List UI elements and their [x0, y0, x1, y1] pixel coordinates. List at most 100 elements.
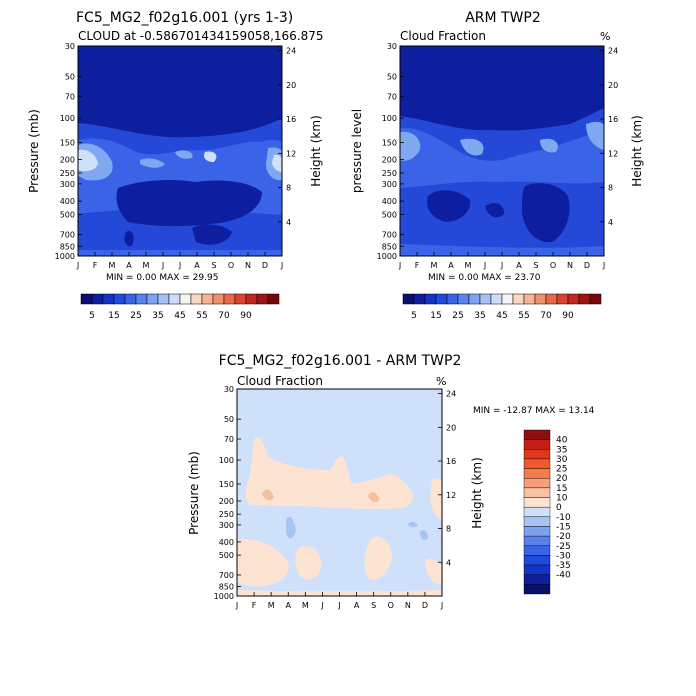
colorbar-label: 35 — [556, 445, 567, 455]
y-tick-label: 100 — [60, 114, 75, 123]
colorbar-swatch — [523, 506, 551, 518]
colorbar-swatch — [446, 293, 459, 305]
y-tick-label: 30 — [387, 42, 397, 51]
colorbar-swatch — [534, 293, 547, 305]
y2-tick-label: 24 — [608, 47, 618, 56]
colorbar-swatch — [523, 429, 551, 440]
x-tick-label: J — [440, 601, 443, 610]
x-tick-label: F — [415, 261, 420, 270]
contour-band — [460, 138, 484, 156]
colorbar-label: 15 — [556, 484, 567, 494]
colorbar-swatch — [523, 478, 551, 489]
y-tick-label: 700 — [382, 231, 397, 240]
colorbar-swatch — [157, 293, 170, 305]
contour-band — [400, 126, 604, 188]
colorbar-swatch — [523, 497, 551, 508]
y2-tick-label: 24 — [286, 47, 296, 56]
colorbar-label: 90 — [562, 311, 574, 321]
colorbar-label: 25 — [130, 311, 141, 321]
y-tick-label: 400 — [219, 538, 234, 547]
y-tick-label: 700 — [219, 571, 234, 580]
colorbar-swatch — [91, 293, 104, 305]
colorbar-label: 30 — [556, 455, 568, 465]
y-tick-label: 500 — [60, 210, 75, 219]
panel-diff-units: % — [436, 375, 446, 388]
colorbar-swatch — [523, 458, 551, 469]
colorbar-swatch — [589, 293, 602, 305]
colorbar-swatch — [80, 293, 93, 305]
y2-tick-label: 12 — [286, 149, 296, 158]
panel-obs-stats: MIN = 0.00 MAX = 23.70 — [428, 273, 541, 283]
x-tick-label: A — [448, 261, 454, 270]
x-tick-label: J — [398, 261, 401, 270]
colorbar-label: 5 — [89, 311, 95, 321]
colorbar-label: 90 — [240, 311, 252, 321]
x-tick-label: F — [93, 261, 98, 270]
colorbar-swatch — [468, 293, 481, 305]
colorbar-swatch — [102, 293, 115, 305]
y2-tick-label: 4 — [608, 218, 613, 227]
y-tick-label: 850 — [219, 582, 234, 591]
y-tick-label: 70 — [224, 435, 234, 444]
x-tick-label: J — [280, 261, 283, 270]
colorbar-label: 20 — [556, 474, 568, 484]
y-tick-label: 1000 — [55, 252, 75, 261]
y-tick-label: 400 — [60, 197, 75, 206]
panel-obs-ylabel-right: Height (km) — [630, 115, 644, 186]
colorbar-label: 15 — [108, 311, 119, 321]
y-tick-label: 100 — [382, 114, 397, 123]
x-tick-label: D — [584, 261, 590, 270]
contour-band — [586, 121, 604, 150]
y-tick-label: 300 — [60, 180, 75, 189]
panel-obs-units: % — [600, 30, 610, 43]
colorbar-label: 70 — [540, 311, 552, 321]
y-tick-label: 850 — [382, 242, 397, 251]
colorbar-label: 10 — [556, 494, 568, 504]
x-tick-label: S — [211, 261, 216, 270]
y2-tick-label: 8 — [446, 525, 451, 534]
colorbar-swatch — [124, 293, 137, 305]
y-tick-label: 250 — [219, 510, 234, 519]
colorbar-label: 40 — [556, 436, 568, 446]
x-tick-label: M — [268, 601, 275, 610]
colorbar-label: 5 — [411, 311, 417, 321]
contour-band — [192, 224, 232, 245]
y-tick-label: 70 — [65, 93, 75, 102]
panel-model-ylabel-right: Height (km) — [309, 115, 323, 186]
y-tick-label: 150 — [219, 480, 234, 489]
colorbar-swatch — [578, 293, 591, 305]
panel-obs-ylabel-left: pressure level — [350, 109, 364, 193]
panel-diff-ylabel-left: Pressure (mb) — [187, 451, 201, 535]
colorbar-swatch — [523, 439, 551, 450]
y-tick-label: 50 — [224, 415, 234, 424]
colorbar-label: 35 — [152, 311, 163, 321]
x-tick-label: J — [76, 261, 79, 270]
contour-band — [116, 180, 262, 227]
panel-diff-ylabel-right: Height (km) — [470, 457, 484, 528]
colorbar-swatch — [402, 293, 415, 305]
colorbar-swatch — [479, 293, 492, 305]
x-tick-label: S — [371, 601, 376, 610]
x-tick-label: O — [388, 601, 394, 610]
x-tick-label: S — [533, 261, 538, 270]
y2-tick-label: 8 — [286, 184, 291, 193]
colorbar-swatch — [545, 293, 558, 305]
x-tick-label: J — [178, 261, 181, 270]
panel-model: FC5_MG2_f02g16.001 (yrs 1-3) CLOUD at -0… — [27, 10, 324, 283]
colorbar-swatch — [523, 535, 551, 546]
panel-obs: ARM TWP2 Cloud Fraction % pressure level… — [350, 10, 644, 283]
colorbar-swatch — [113, 293, 126, 305]
colorbar-label: 35 — [474, 311, 485, 321]
colorbar-swatch — [523, 516, 551, 527]
panel-model-subtitle: CLOUD at -0.586701434159058,166.875 — [78, 29, 324, 43]
colorbar-label: -25 — [556, 542, 571, 552]
y-tick-label: 1000 — [214, 592, 234, 601]
y-tick-label: 200 — [60, 156, 75, 165]
x-tick-label: D — [422, 601, 428, 610]
colorbar-swatch — [523, 449, 551, 460]
y2-tick-label: 16 — [446, 457, 456, 466]
x-tick-label: J — [483, 261, 486, 270]
y-tick-label: 500 — [382, 210, 397, 219]
contour-band — [204, 151, 217, 162]
colorbar-swatch — [501, 293, 514, 305]
